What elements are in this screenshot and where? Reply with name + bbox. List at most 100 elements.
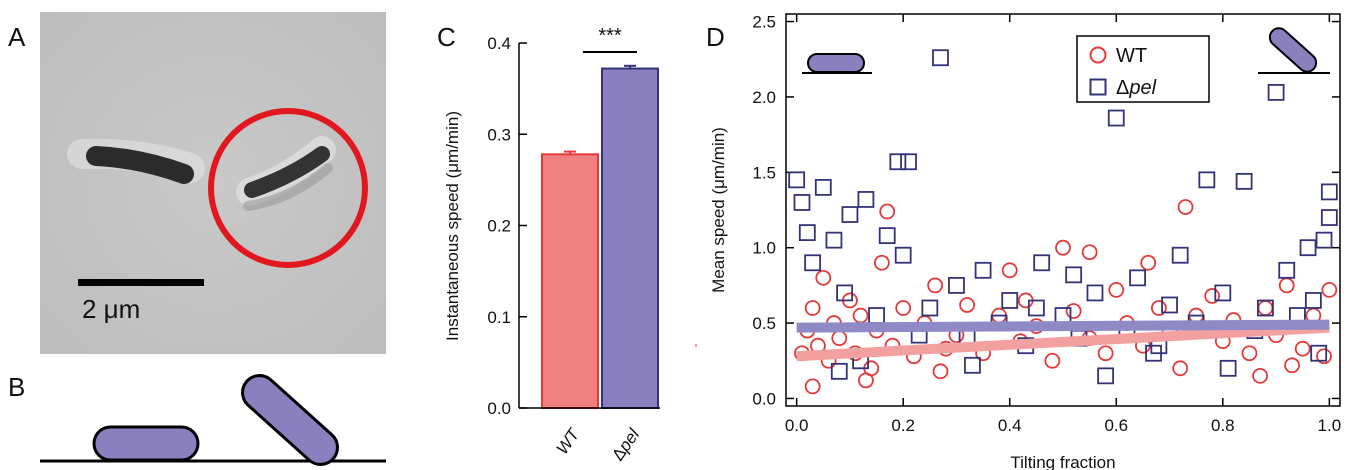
point-wt xyxy=(932,363,949,380)
point-pel xyxy=(1278,261,1296,279)
scale-bar xyxy=(78,279,204,286)
legend-marker-wt xyxy=(1089,46,1107,64)
point-pel xyxy=(1299,239,1317,257)
c-y-tick-label: 0.1 xyxy=(487,308,511,327)
panel-c: C 0.0 0.1 0.2 0.3 0.4 WT Δpel *** Instantaneo… xyxy=(437,22,660,464)
point-wt xyxy=(1177,199,1194,215)
point-pel xyxy=(921,299,939,317)
point-wt xyxy=(1108,282,1125,298)
panel-label-d: D xyxy=(706,22,725,52)
bar-wt xyxy=(541,153,599,409)
point-wt xyxy=(1097,345,1114,362)
cell-lying-schematic xyxy=(92,425,200,462)
point-wt xyxy=(1204,288,1221,304)
point-wt xyxy=(1172,360,1189,377)
d-y-tick-label: 1.5 xyxy=(752,163,776,182)
panel-d: D 0.0 0.2 0.4 0.6 0.8 1.0 0.0 0.5 1.0 1.5 2.0 2.5 M… xyxy=(706,13,1341,470)
d-y-tick-label: 2.0 xyxy=(752,88,776,107)
point-pel xyxy=(1001,292,1019,309)
point-pel xyxy=(878,227,896,245)
point-pel xyxy=(1107,109,1125,127)
d-x-tick-label: 0.6 xyxy=(1104,416,1128,435)
scale-bar-label: 2 μm xyxy=(82,294,140,324)
point-wt xyxy=(959,297,976,313)
bacterium-tilted xyxy=(236,136,336,211)
point-pel xyxy=(1033,254,1051,272)
point-pel xyxy=(1315,231,1333,249)
point-pel xyxy=(974,261,992,279)
point-pel xyxy=(1065,266,1083,284)
panel-label-c: C xyxy=(437,22,456,52)
point-pel xyxy=(814,178,832,196)
panel-b: B xyxy=(8,372,386,466)
point-pel xyxy=(825,231,843,249)
d-y-axis-label: Mean speed (μm/min) xyxy=(709,127,728,293)
point-wt xyxy=(1044,352,1061,369)
point-pel xyxy=(857,191,875,208)
point-wt xyxy=(804,378,821,395)
point-pel xyxy=(1198,171,1216,189)
point-pel xyxy=(1267,84,1285,101)
point-wt xyxy=(1284,357,1300,374)
panel-a: A 2 μm xyxy=(8,12,386,354)
inset-cell-lying xyxy=(807,53,865,73)
point-pel xyxy=(1320,183,1338,201)
point-pel xyxy=(948,276,965,294)
point-pel xyxy=(932,49,949,67)
point-pel xyxy=(1219,359,1237,377)
fit-line-pel xyxy=(796,319,1330,333)
legend: WT Δpel xyxy=(1076,35,1210,103)
point-wt xyxy=(815,269,832,286)
point-wt xyxy=(1294,340,1311,357)
point-pel xyxy=(1027,299,1045,317)
d-x-tick-label: 0.2 xyxy=(891,416,915,435)
significance-stars: *** xyxy=(598,25,622,47)
bar-pel xyxy=(601,67,659,410)
point-pel xyxy=(1097,367,1115,385)
c-x-tick-label: WT xyxy=(553,424,585,458)
point-pel xyxy=(1214,284,1232,302)
inset-tilted xyxy=(1258,27,1330,74)
d-x-tick-label: 0.8 xyxy=(1211,416,1235,435)
legend-marker-pel xyxy=(1089,78,1107,96)
point-wt xyxy=(879,203,896,220)
point-pel xyxy=(1320,209,1338,226)
legend-label-pel: Δpel xyxy=(1116,77,1157,99)
d-x-tick-label: 0.0 xyxy=(785,416,809,435)
c-y-tick-label: 0.0 xyxy=(487,399,511,418)
inset-lying xyxy=(802,53,872,74)
point-pel xyxy=(798,224,816,242)
inset-cell-tilted xyxy=(1268,27,1318,73)
c-x-tick-label: Δpel xyxy=(608,424,644,464)
point-pel xyxy=(841,206,859,223)
point-wt xyxy=(1065,303,1082,319)
point-pel xyxy=(894,246,912,264)
point-pel xyxy=(1310,344,1328,362)
point-pel xyxy=(889,153,907,171)
highlight-circle xyxy=(208,108,368,268)
point-pel xyxy=(1257,299,1274,317)
panel-label-a: A xyxy=(8,22,26,52)
point-wt xyxy=(1001,262,1018,279)
point-wt xyxy=(1081,244,1098,261)
point-pel xyxy=(830,362,848,380)
d-y-tick-label: 1.0 xyxy=(752,239,776,258)
point-wt xyxy=(858,372,874,389)
point-wt xyxy=(1150,300,1167,316)
c-y-tick-label: 0.3 xyxy=(487,125,511,144)
point-pel xyxy=(900,153,917,171)
point-wt xyxy=(1055,239,1071,256)
point-pel xyxy=(1161,296,1178,314)
panel-label-b: B xyxy=(8,372,25,402)
point-pel xyxy=(1304,292,1322,309)
point-wt xyxy=(927,277,944,294)
d-y-tick-label: 0.5 xyxy=(752,314,776,333)
d-x-tick-label: 0.4 xyxy=(998,416,1022,435)
d-y-tick-label: 2.5 xyxy=(752,13,776,32)
point-wt xyxy=(1321,282,1338,298)
point-pel xyxy=(1086,284,1104,302)
legend-label-wt: WT xyxy=(1116,45,1147,67)
point-pel xyxy=(1171,246,1189,264)
point-pel xyxy=(788,171,806,189)
d-x-tick-label: 1.0 xyxy=(1318,416,1342,435)
